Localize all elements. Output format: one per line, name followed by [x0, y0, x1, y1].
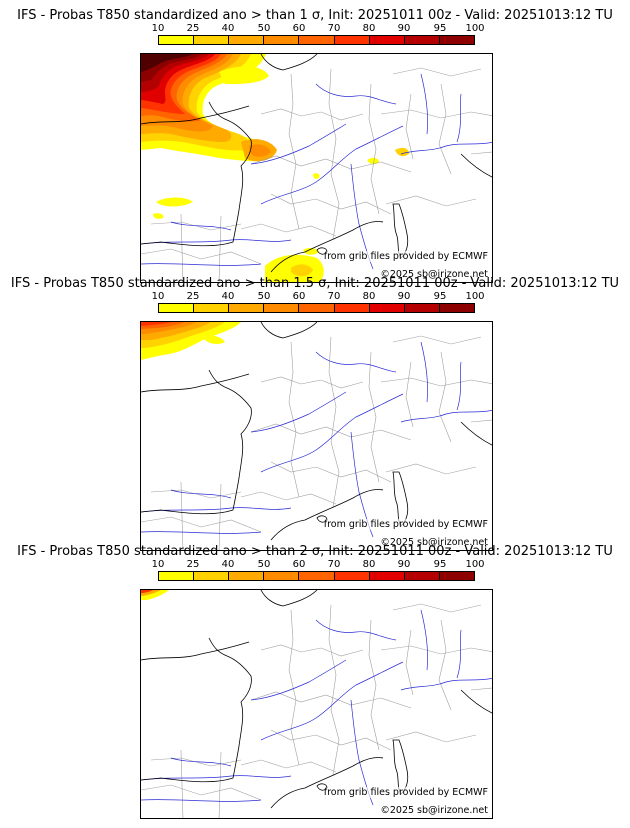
colorbar-swatch	[369, 304, 405, 312]
colorbar-tick: 60	[292, 559, 306, 570]
copyright-notice: ©2025 sb@irizone.net	[380, 537, 488, 548]
data-credit: from grib files provided by ECMWF	[323, 251, 488, 262]
colorbar	[158, 571, 475, 581]
admin-boundaries	[141, 67, 492, 282]
colorbar-tick: 100	[465, 559, 485, 570]
colorbar-swatch	[194, 304, 230, 312]
colorbar-tick: 100	[465, 23, 485, 34]
rivers	[141, 609, 492, 806]
colorbar-tick: 95	[433, 23, 447, 34]
colorbar-tick: 70	[327, 291, 341, 302]
colorbar-tick: 95	[433, 559, 447, 570]
colorbar-tick: 10	[151, 559, 165, 570]
colorbar-labels: 10 25 40 50 60 70 80 90 95 100	[0, 23, 630, 35]
colorbar-tick: 10	[151, 291, 165, 302]
colorbar-tick: 80	[362, 291, 376, 302]
colorbar-tick: 95	[433, 291, 447, 302]
colorbar-tick: 40	[221, 23, 235, 34]
map-canvas	[141, 590, 492, 818]
colorbar-tick: 25	[186, 559, 200, 570]
colorbar-swatch	[334, 572, 370, 580]
colorbar-swatch	[229, 572, 265, 580]
colorbar-tick: 90	[397, 559, 411, 570]
colorbar-swatch	[264, 304, 300, 312]
copyright-notice: ©2025 sb@irizone.net	[380, 269, 488, 280]
colorbar-swatch	[229, 304, 265, 312]
colorbar-swatch	[404, 572, 440, 580]
rivers	[141, 341, 492, 538]
map-frame: from grib files provided by ECMWF ©2025 …	[140, 589, 493, 819]
colorbar-swatch	[404, 36, 440, 44]
colorbar-swatch	[404, 304, 440, 312]
colorbar-tick: 40	[221, 291, 235, 302]
colorbar-tick: 40	[221, 559, 235, 570]
probability-shading	[141, 590, 169, 600]
colorbar-tick: 70	[327, 559, 341, 570]
colorbar-swatch	[299, 572, 335, 580]
colorbar	[158, 35, 475, 45]
probability-shading	[141, 322, 241, 360]
coastlines	[141, 590, 492, 809]
admin-boundaries	[141, 603, 492, 818]
colorbar-swatch	[299, 304, 335, 312]
panel-title: IFS - Probas T850 standardized ano > tha…	[17, 544, 613, 559]
colorbar-tick: 70	[327, 23, 341, 34]
map-panel-2: IFS - Probas T850 standardized ano > tha…	[0, 276, 630, 551]
map-panel-3: IFS - Probas T850 standardized ano > tha…	[0, 544, 630, 819]
colorbar-tick: 60	[292, 291, 306, 302]
colorbar-swatch	[439, 572, 474, 580]
copyright-notice: ©2025 sb@irizone.net	[380, 805, 488, 816]
colorbar-tick: 50	[257, 23, 271, 34]
panel-title: IFS - Probas T850 standardized ano > tha…	[17, 8, 613, 23]
colorbar	[158, 303, 475, 313]
colorbar-swatch	[439, 304, 474, 312]
colorbar-tick: 80	[362, 23, 376, 34]
colorbar-swatch	[264, 36, 300, 44]
colorbar-swatch	[264, 572, 300, 580]
panel-title: IFS - Probas T850 standardized ano > tha…	[10, 276, 620, 291]
colorbar-tick: 100	[465, 291, 485, 302]
map-canvas	[141, 322, 492, 550]
colorbar-swatch	[229, 36, 265, 44]
colorbar-swatch	[334, 304, 370, 312]
colorbar-swatch	[194, 36, 230, 44]
colorbar-swatch	[369, 572, 405, 580]
colorbar-swatch	[299, 36, 335, 44]
colorbar-tick: 90	[397, 291, 411, 302]
colorbar-labels: 10 25 40 50 60 70 80 90 95 100	[0, 291, 630, 303]
colorbar-labels: 10 25 40 50 60 70 80 90 95 100	[0, 559, 630, 571]
colorbar-swatch	[369, 36, 405, 44]
colorbar-swatch	[439, 36, 474, 44]
colorbar-swatch	[159, 572, 195, 580]
data-credit: from grib files provided by ECMWF	[323, 519, 488, 530]
colorbar-tick: 60	[292, 23, 306, 34]
map-frame: from grib files provided by ECMWF ©2025 …	[140, 53, 493, 283]
colorbar-tick: 50	[257, 291, 271, 302]
colorbar-tick: 80	[362, 559, 376, 570]
map-frame: from grib files provided by ECMWF ©2025 …	[140, 321, 493, 551]
colorbar-tick: 50	[257, 559, 271, 570]
colorbar-swatch	[194, 572, 230, 580]
colorbar-swatch	[159, 304, 195, 312]
data-credit: from grib files provided by ECMWF	[323, 787, 488, 798]
colorbar-tick: 25	[186, 291, 200, 302]
map-canvas	[141, 54, 492, 282]
admin-boundaries	[141, 335, 492, 550]
coastlines	[141, 54, 492, 273]
colorbar-tick: 25	[186, 23, 200, 34]
coastlines	[141, 322, 492, 541]
colorbar-swatch	[159, 36, 195, 44]
probability-shading	[141, 54, 409, 282]
colorbar-swatch	[334, 36, 370, 44]
map-panel-1: IFS - Probas T850 standardized ano > tha…	[0, 8, 630, 283]
colorbar-tick: 10	[151, 23, 165, 34]
colorbar-tick: 90	[397, 23, 411, 34]
